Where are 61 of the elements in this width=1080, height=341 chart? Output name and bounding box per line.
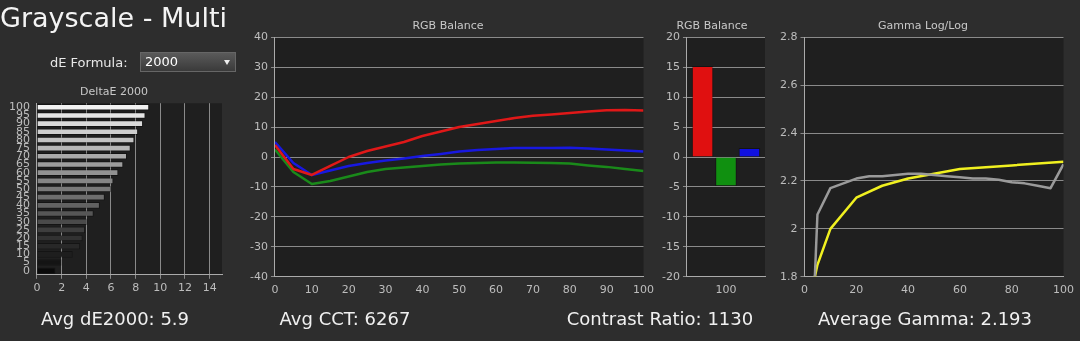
y-tick-label: 30 bbox=[253, 60, 268, 74]
x-tick-label: 20 bbox=[849, 283, 864, 297]
x-tick-label: 60 bbox=[489, 283, 504, 297]
x-tick-label: 10 bbox=[304, 283, 319, 297]
y-tick-label: 2.2 bbox=[779, 173, 798, 187]
y-tick-label: 1.8 bbox=[779, 269, 798, 283]
chart-title: RGB Balance bbox=[676, 19, 748, 33]
x-tick-label: 8 bbox=[132, 281, 140, 295]
x-tick-label: 4 bbox=[82, 281, 90, 295]
y-tick-label: 15 bbox=[665, 60, 680, 74]
chart-title: Gamma Log/Log bbox=[878, 19, 968, 33]
x-tick-label: 20 bbox=[341, 283, 356, 297]
x-tick-label: 10 bbox=[153, 281, 168, 295]
y-tick-label: 10 bbox=[253, 119, 268, 133]
text: dE Formula: bbox=[50, 55, 128, 70]
x-tick-label: 6 bbox=[107, 281, 115, 295]
y-tick-label: -20 bbox=[662, 269, 680, 283]
x-tick-label: 90 bbox=[599, 283, 614, 297]
x-tick-label: 100 bbox=[633, 283, 654, 297]
x-tick-label: 70 bbox=[525, 283, 540, 297]
y-tick-label: 2.6 bbox=[779, 77, 798, 91]
y-tick-label: 2.8 bbox=[779, 30, 798, 44]
y-tick-label: -40 bbox=[250, 269, 268, 283]
chart-title: RGB Balance bbox=[412, 19, 484, 33]
y-tick-label: -15 bbox=[662, 239, 680, 253]
y-tick-label: -10 bbox=[250, 179, 268, 193]
y-tick-label: 0 bbox=[260, 149, 268, 163]
y-tick-label: -10 bbox=[662, 209, 680, 223]
x-tick-label: 100 bbox=[715, 283, 737, 297]
y-tick-label: 2.4 bbox=[779, 125, 798, 139]
x-tick-label: 40 bbox=[415, 283, 430, 297]
y-tick-label: 5 bbox=[672, 119, 680, 133]
y-tick-label: 20 bbox=[253, 89, 268, 103]
y-tick-label: 40 bbox=[253, 30, 268, 44]
y-tick-label: -20 bbox=[250, 209, 268, 223]
y-tick-label: 20 bbox=[665, 30, 680, 44]
x-tick-label: 40 bbox=[901, 283, 916, 297]
x-tick-label: 50 bbox=[452, 283, 467, 297]
text: Contrast Ratio: 1130 bbox=[565, 308, 755, 329]
text: 2000 bbox=[145, 54, 179, 69]
x-tick-label: 0 bbox=[33, 281, 41, 295]
x-tick-label: 100 bbox=[1053, 283, 1074, 297]
text: Average Gamma: 2.193 bbox=[817, 308, 1033, 329]
x-tick-label: 30 bbox=[378, 283, 393, 297]
y-tick-label: -30 bbox=[250, 239, 268, 253]
y-tick-label: 2 bbox=[790, 221, 798, 235]
x-tick-label: 2 bbox=[58, 281, 66, 295]
x-tick-label: 80 bbox=[1004, 283, 1019, 297]
x-tick-label: 14 bbox=[202, 281, 217, 295]
x-tick-label: 0 bbox=[271, 283, 279, 297]
y-tick-label: 0 bbox=[672, 149, 680, 163]
text: Grayscale - Multi bbox=[0, 2, 228, 33]
text: Avg CCT: 6267 bbox=[278, 308, 412, 329]
y-tick-label: -5 bbox=[669, 179, 680, 193]
text: Avg dE2000: 5.9 bbox=[39, 308, 191, 329]
y-tick-label: 10 bbox=[665, 89, 680, 103]
chart-title: DeltaE 2000 bbox=[80, 85, 148, 99]
x-tick-label: 12 bbox=[178, 281, 192, 295]
x-tick-label: 0 bbox=[800, 283, 808, 297]
x-tick-label: 80 bbox=[562, 283, 577, 297]
x-tick-label: 60 bbox=[952, 283, 967, 297]
